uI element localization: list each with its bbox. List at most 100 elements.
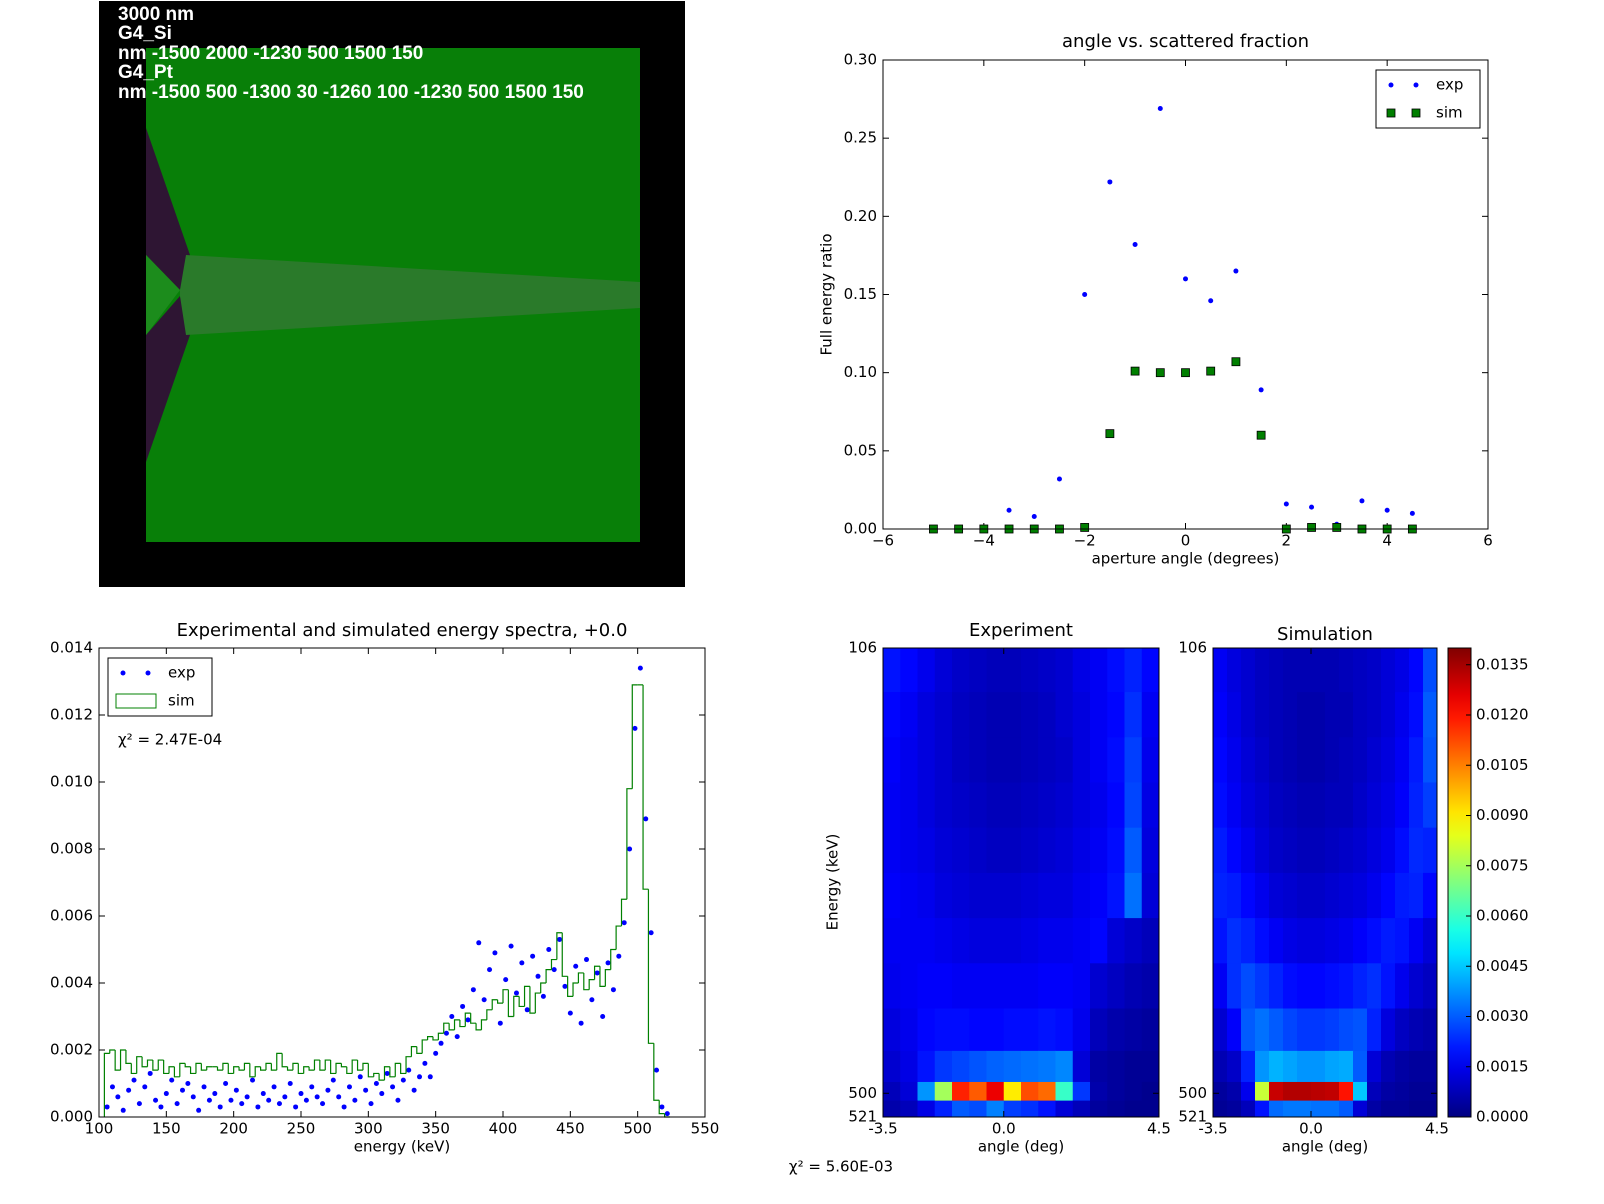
heatmap-cell [1090, 782, 1108, 829]
histogram-step [437, 1032, 444, 1040]
marker-dot [250, 1077, 256, 1083]
marker-dot [314, 1094, 320, 1100]
histogram-step [642, 684, 649, 890]
heatmap-cell [1255, 782, 1270, 829]
heatmap-cell [1003, 827, 1022, 874]
heatmap-cell [934, 963, 953, 1010]
marker-dot [131, 1077, 137, 1083]
heatmap-cell [1124, 963, 1143, 1010]
marker-square [1307, 523, 1316, 532]
heatmap-cell [1423, 963, 1438, 1010]
marker-dot [276, 1101, 282, 1107]
x-axis-label: angle (deg) [978, 1138, 1064, 1156]
heatmap-cell [1090, 1100, 1108, 1118]
marker-dot [179, 1087, 185, 1093]
geometry-line: G4_Pt [118, 62, 174, 83]
heatmap-cell [1255, 1081, 1270, 1102]
histogram-step [550, 958, 557, 970]
heatmap-cell [1297, 737, 1312, 783]
heatmap-cell [986, 648, 1005, 693]
histogram-step [335, 1062, 342, 1074]
x-tick-label: 0.0 [1299, 1120, 1323, 1138]
marker-dot [282, 1094, 288, 1100]
geometry-view: 3000 nm G4_Si nm -1500 2000 -1230 500 15… [99, 1, 685, 587]
histogram-step [351, 1059, 358, 1074]
histogram-step [276, 1052, 283, 1071]
histogram-step [346, 1066, 353, 1075]
legend-marker [1386, 108, 1396, 118]
heatmap-cell [1141, 963, 1160, 1010]
y-tick-label: 106 [1178, 639, 1207, 657]
heatmap-cell [986, 1050, 1005, 1083]
heatmap-cell [1255, 648, 1270, 693]
marker-dot [637, 665, 643, 671]
heatmap-cell [1021, 737, 1039, 783]
heatmap-cell [1124, 1100, 1143, 1118]
heatmap-cell [1021, 963, 1039, 1010]
marker-dot [363, 1087, 369, 1093]
heatmap-cell [1055, 1050, 1074, 1083]
heatmap-cell [1255, 827, 1270, 874]
marker-dot [540, 993, 546, 999]
heatmap-cell [1038, 1081, 1056, 1102]
marker-dot [589, 997, 595, 1003]
heatmap-cell [1395, 872, 1410, 919]
heatmap-cell [1395, 1050, 1410, 1083]
colorbar-tick-label: 0.0075 [1476, 856, 1529, 874]
heatmap-cell [917, 648, 936, 693]
x-tick-label: 100 [85, 1120, 114, 1138]
marker-dot [573, 963, 579, 969]
histogram-step [394, 1062, 401, 1077]
heatmap-cell [1311, 648, 1326, 693]
marker-square [1080, 523, 1090, 532]
heatmap-cell [1255, 737, 1270, 783]
marker-dot [217, 1104, 223, 1110]
heatmap-cell [1339, 1081, 1354, 1102]
heatmap-cell [1311, 1008, 1326, 1052]
x-tick-label: 6 [1483, 532, 1493, 550]
heatmap-cell [1241, 1081, 1256, 1102]
heatmap-cell [1269, 1081, 1284, 1102]
heatmap-cell [1124, 692, 1143, 738]
heatmap-cell [1395, 963, 1410, 1010]
heatmap-cell [1283, 737, 1298, 783]
marker-dot [395, 1097, 401, 1103]
histogram-step [421, 1039, 428, 1054]
histogram-step [125, 1050, 132, 1064]
histogram-step [168, 1066, 175, 1074]
marker-dot [104, 1104, 110, 1110]
heatmap-cell [900, 648, 918, 693]
y-tick-label: 500 [848, 1084, 877, 1102]
heatmap-cell [1381, 872, 1396, 919]
marker-dot [287, 1081, 293, 1086]
marker-dot [643, 816, 649, 822]
marker-dot [142, 1084, 148, 1090]
heatmap-cell [1409, 1081, 1424, 1102]
histogram-step [470, 1013, 477, 1024]
histogram-step [389, 1066, 396, 1078]
marker-dot [1056, 476, 1062, 482]
heatmap-cell [883, 1081, 901, 1102]
heatmap-cell [917, 737, 936, 783]
histogram-step [195, 1062, 202, 1074]
colorbar-tick-label: 0.0135 [1476, 655, 1529, 673]
heatmap-cell [1241, 872, 1256, 919]
histogram-step [475, 1023, 482, 1031]
heatmap-cell [900, 1081, 918, 1102]
histogram-step [405, 1056, 412, 1074]
histogram-step [308, 1066, 315, 1071]
histogram-step [114, 1050, 121, 1071]
heatmap-cell [883, 648, 901, 693]
heatmap-cell [883, 827, 901, 874]
histogram-step [416, 1046, 423, 1054]
histogram-step [286, 1066, 293, 1071]
heatmap-cell [1395, 918, 1410, 964]
heatmap-cell [1311, 872, 1326, 919]
heatmap-cell [1241, 1008, 1256, 1052]
heatmap-cell [969, 872, 987, 919]
histogram-step [330, 1060, 337, 1075]
heatmap-cell [1255, 692, 1270, 738]
marker-dot [632, 725, 638, 731]
histogram-step [523, 985, 530, 1007]
histogram-step [534, 992, 541, 1014]
